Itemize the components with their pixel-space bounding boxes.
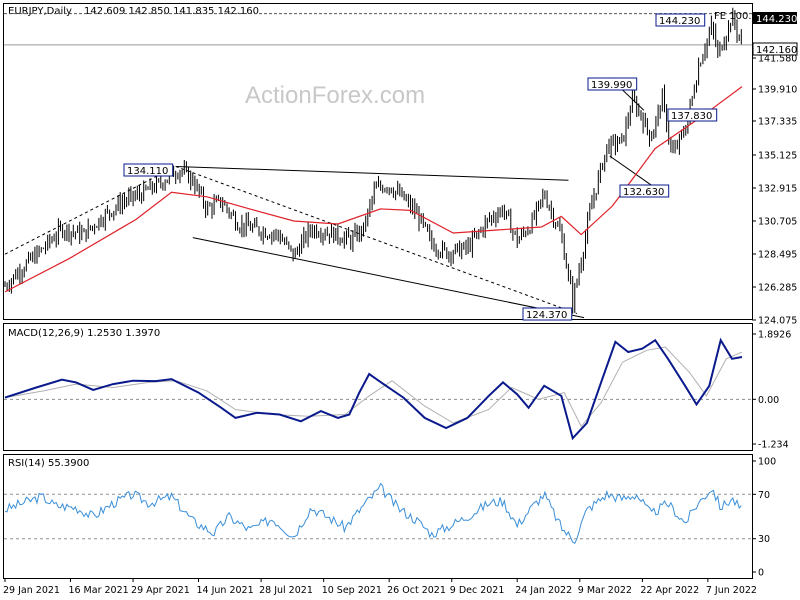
annotation-137-830-box xyxy=(667,108,718,122)
annotation-139-990-box xyxy=(587,77,638,91)
x-tick-label-3: 14 Jun 2021 xyxy=(196,585,253,596)
x-tick-label-5: 10 Sep 2021 xyxy=(322,585,382,596)
macd-axis: 1.8926 0.00 -1.234 xyxy=(752,330,791,451)
annotation-124-370: 124.370 xyxy=(526,310,567,321)
trendline-1 xyxy=(192,237,585,319)
price-layer: FE 100.0 134.110 139.990 137.830 132.630 124.… xyxy=(4,7,758,321)
x-tick-label-1: 16 Mar 2021 xyxy=(68,585,128,596)
rsi-axis: 100 70 30 0 xyxy=(752,457,776,579)
rsi-tick-0: 0 xyxy=(758,568,764,579)
price-tick-126-285: 126.285 xyxy=(758,283,797,294)
trendline-3 xyxy=(175,165,578,315)
rsi-pane-frame xyxy=(3,454,753,579)
x-tick-label-6: 26 Oct 2021 xyxy=(387,585,446,596)
x-tick-label-2: 29 Apr 2021 xyxy=(131,585,190,596)
price-tick-130-705: 130.705 xyxy=(758,217,797,228)
fib-extension-label: FE 100.0 xyxy=(714,11,758,22)
price-tick-128-495: 128.495 xyxy=(758,250,797,261)
x-axis: 29 Jan 2021 16 Mar 2021 29 Apr 2021 14 Jun … xyxy=(3,578,757,596)
annotation-144-230: 144.230 xyxy=(659,16,700,27)
annotation-134-110-box xyxy=(123,163,174,177)
x-tick-label-4: 28 Jul 2021 xyxy=(259,585,313,596)
macd-signal-line xyxy=(4,346,743,428)
moving-average-line xyxy=(4,86,743,293)
price-tick-132-915: 132.915 xyxy=(758,184,797,195)
trendline-0 xyxy=(175,165,569,181)
price-axis: 141.580 139.910 137.335 135.125 132.915 130.7… xyxy=(752,12,798,327)
last-price-label: 142.160 xyxy=(756,45,797,56)
price-bars xyxy=(4,7,742,314)
rsi-label: RSI(14) 55.3900 xyxy=(8,458,89,469)
price-tick-139-910: 139.910 xyxy=(758,85,797,96)
macd-tick-top: 1.8926 xyxy=(758,330,791,341)
watermark: ActionForex.com xyxy=(245,82,425,109)
macd-tick-zero: 0.00 xyxy=(758,395,779,406)
annotation-144-230-box xyxy=(655,13,706,27)
x-tick-label-11: 7 Jun 2022 xyxy=(706,585,757,596)
high-price-box xyxy=(753,12,797,24)
price-tick-141-580: 141.580 xyxy=(758,54,797,65)
x-tick-label-7: 9 Dec 2021 xyxy=(450,585,505,596)
rsi-line xyxy=(4,482,742,544)
x-tick-label-8: 24 Jan 2022 xyxy=(515,585,572,596)
annotation-132-630-box xyxy=(619,184,670,198)
price-tick-137-335: 137.335 xyxy=(758,117,797,128)
rsi-tick-100: 100 xyxy=(758,457,776,468)
macd-layer xyxy=(4,337,752,441)
pane-frames xyxy=(3,3,753,579)
x-tick-label-9: 9 Mar 2022 xyxy=(578,585,632,596)
rsi-tick-30: 30 xyxy=(758,534,770,545)
high-price-label: 144.230 xyxy=(756,14,797,25)
annotation-134-110: 134.110 xyxy=(127,166,168,177)
trendline-2 xyxy=(4,166,176,255)
price-tick-124-075: 124.075 xyxy=(758,316,797,327)
macd-tick-bottom: -1.234 xyxy=(758,440,789,451)
rsi-tick-70: 70 xyxy=(758,490,770,501)
x-tick-label-10: 22 Apr 2022 xyxy=(640,585,699,596)
ohlc-readout: 142.609 142.850 141.835 142.160 xyxy=(84,6,259,17)
annotation-139-990: 139.990 xyxy=(591,80,632,91)
macd-pane-frame xyxy=(3,323,753,451)
rsi-layer xyxy=(4,482,752,544)
last-price-box xyxy=(752,42,798,56)
annotation-124-370-box xyxy=(522,307,573,321)
annotation-137-830: 137.830 xyxy=(671,111,712,122)
chart-title: EURJPY,Daily xyxy=(8,6,72,17)
annotation-132-630: 132.630 xyxy=(623,187,664,198)
macd-label: MACD(12,26,9) 1.2530 1.3970 xyxy=(8,328,160,339)
macd-line xyxy=(4,337,743,441)
price-tick-135-125: 135.125 xyxy=(758,151,797,162)
x-tick-label-0: 29 Jan 2021 xyxy=(3,585,60,596)
price-pane-frame xyxy=(3,3,753,320)
